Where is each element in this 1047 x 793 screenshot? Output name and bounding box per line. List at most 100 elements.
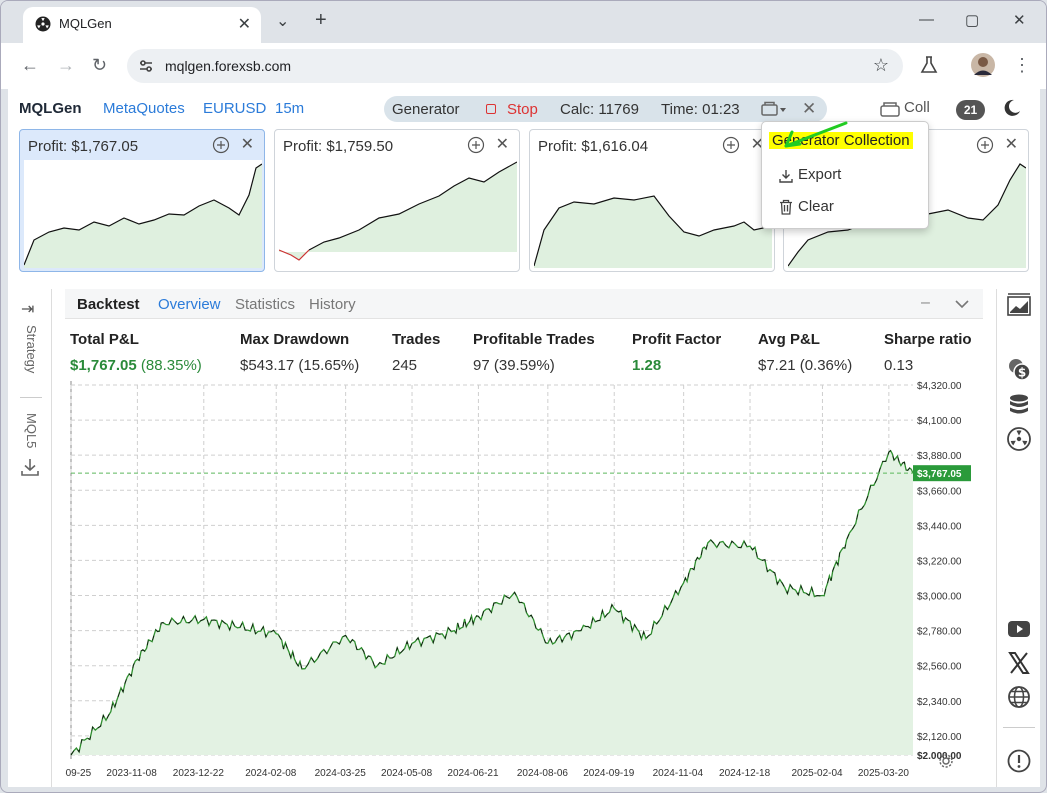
browser-menu-icon[interactable]: ⋮ bbox=[1013, 55, 1031, 75]
card-equity-chart bbox=[24, 160, 262, 268]
symbol-link[interactable]: EURUSD bbox=[203, 100, 267, 117]
rail-divider bbox=[20, 397, 42, 398]
stat-value-total-pl: $1,767.05 (88.35%) bbox=[70, 357, 202, 374]
stats-row: Total P&L $1,767.05 (88.35%) Max Drawdow… bbox=[8, 331, 988, 381]
chart-settings-gear-icon[interactable] bbox=[938, 753, 954, 769]
clear-menu-item[interactable]: Clear bbox=[762, 194, 928, 222]
maximize-icon[interactable]: ▢ bbox=[965, 12, 980, 29]
remove-card-icon[interactable]: ✕ bbox=[495, 136, 509, 153]
y-tick-label: $3,000.00 bbox=[917, 592, 962, 603]
panel-title: Backtest bbox=[77, 296, 140, 313]
new-tab-button[interactable]: + bbox=[315, 9, 327, 31]
add-to-collection-icon[interactable] bbox=[722, 136, 740, 154]
x-tick-label: 2024-12-18 bbox=[719, 768, 771, 779]
stat-value-trades: 245 bbox=[392, 357, 418, 374]
stop-button[interactable]: Stop bbox=[507, 101, 538, 118]
add-to-collection-icon[interactable] bbox=[212, 136, 230, 154]
y-tick-label: $3,660.00 bbox=[917, 486, 962, 497]
stat-value-max-drawdown: $543.17 (15.65%) bbox=[240, 357, 360, 374]
back-icon[interactable]: ← bbox=[21, 55, 39, 75]
remove-card-icon[interactable]: ✕ bbox=[750, 136, 764, 153]
calc-counter: Calc: 11769 bbox=[560, 101, 639, 118]
collection-icon[interactable] bbox=[880, 101, 900, 117]
export-menu-item[interactable]: Export bbox=[762, 162, 928, 190]
download-mql5-icon[interactable] bbox=[20, 457, 40, 477]
card-profit: Profit: $1,767.05 bbox=[28, 138, 139, 155]
dark-mode-icon[interactable] bbox=[1003, 99, 1021, 117]
y-tick-label: $2,560.00 bbox=[917, 662, 962, 673]
y-tick-label: $2.000.00 bbox=[917, 751, 962, 762]
y-tick-label: $4,100.00 bbox=[917, 416, 962, 427]
minimize-panel-icon[interactable]: – bbox=[921, 294, 930, 311]
bookmark-star-icon[interactable]: ☆ bbox=[872, 55, 889, 75]
card-profit: Profit: $1,759.50 bbox=[283, 138, 394, 155]
collection-dropdown-icon[interactable] bbox=[760, 100, 790, 118]
forward-icon[interactable]: → bbox=[57, 55, 75, 75]
generator-icon[interactable] bbox=[1007, 427, 1031, 451]
remove-card-icon[interactable]: ✕ bbox=[240, 136, 254, 153]
info-alert-icon[interactable] bbox=[1007, 749, 1031, 773]
x-tick-label: 2023-09-25 bbox=[65, 768, 92, 779]
site-info-icon[interactable] bbox=[137, 57, 155, 75]
app-brand: MQLGen bbox=[19, 100, 82, 117]
x-twitter-icon[interactable] bbox=[1007, 651, 1031, 675]
expand-strategy-icon[interactable]: ⇥ bbox=[21, 301, 35, 318]
timeframe-link[interactable]: 15m bbox=[275, 100, 305, 117]
tab-title: MQLGen bbox=[59, 16, 112, 31]
dropdown-header: Generator Collection bbox=[769, 132, 913, 149]
rail-divider bbox=[1003, 727, 1035, 728]
collection-label[interactable]: Coll bbox=[904, 99, 930, 116]
money-icon[interactable]: $ bbox=[1007, 357, 1031, 381]
tab-overview[interactable]: Overview bbox=[158, 296, 221, 313]
remove-card-icon[interactable]: ✕ bbox=[1004, 136, 1018, 153]
app-header: MQLGen MetaQuotes EURUSD 15m Generator S… bbox=[8, 89, 1040, 127]
elapsed-time: Time: 01:23 bbox=[661, 101, 740, 118]
minimize-icon[interactable]: — bbox=[919, 11, 934, 28]
stop-icon[interactable] bbox=[486, 104, 496, 114]
strategy-card[interactable]: Profit: $1,616.04 ✕ bbox=[529, 129, 775, 272]
mqlgen-favicon-icon bbox=[35, 16, 51, 32]
y-tick-label: $2,780.00 bbox=[917, 627, 962, 638]
generator-bar: Generator Stop Calc: 11769 Time: 01:23 ✕ bbox=[384, 96, 827, 122]
strategy-card[interactable]: Profit: $1,759.50 ✕ bbox=[274, 129, 520, 272]
browser-toolbar: ← → ↻ mqlgen.forexsb.com ☆ ⋮ bbox=[1, 43, 1046, 89]
youtube-icon[interactable] bbox=[1007, 619, 1031, 639]
x-tick-label: 2025-02-04 bbox=[791, 768, 843, 779]
export-label: Export bbox=[798, 166, 842, 183]
x-tick-label: 2023-12-22 bbox=[173, 768, 225, 779]
x-tick-label: 2024-05-08 bbox=[381, 768, 433, 779]
window-close-icon[interactable]: ✕ bbox=[1013, 12, 1026, 29]
close-generator-icon[interactable]: ✕ bbox=[802, 99, 817, 118]
mql5-tab[interactable]: MQL5 bbox=[24, 413, 39, 449]
broker-link[interactable]: MetaQuotes bbox=[103, 100, 185, 117]
equity-chart-icon[interactable] bbox=[1007, 293, 1031, 317]
reload-icon[interactable]: ↻ bbox=[92, 55, 108, 75]
url-text: mqlgen.forexsb.com bbox=[165, 58, 292, 74]
x-tick-label: 2024-02-08 bbox=[245, 768, 297, 779]
browser-tab[interactable]: MQLGen ✕ bbox=[23, 7, 261, 43]
profile-avatar[interactable] bbox=[971, 53, 995, 77]
database-icon[interactable] bbox=[1007, 393, 1031, 417]
add-to-collection-icon[interactable] bbox=[976, 136, 994, 154]
strategy-card[interactable]: Profit: $1,767.05 ✕ bbox=[19, 129, 265, 272]
svg-text:$: $ bbox=[1018, 366, 1026, 380]
stat-value-avg-pl: $7.21 (0.36%) bbox=[758, 357, 853, 374]
tab-history[interactable]: History bbox=[309, 296, 356, 313]
clear-label: Clear bbox=[798, 198, 834, 215]
x-tick-label: 2024-03-25 bbox=[315, 768, 367, 779]
right-rail: $ bbox=[996, 289, 1040, 787]
y-tick-label: $3,440.00 bbox=[917, 521, 962, 532]
equity-chart[interactable]: $4,320.00 $4,100.00 $3,880.00 $3,660.00 $3,4… bbox=[65, 381, 983, 781]
flask-icon[interactable] bbox=[919, 55, 939, 75]
collapse-panel-icon[interactable] bbox=[955, 299, 969, 309]
equity-area bbox=[71, 450, 913, 755]
address-bar[interactable]: mqlgen.forexsb.com ☆ bbox=[127, 49, 903, 83]
globe-icon[interactable] bbox=[1007, 685, 1031, 709]
add-to-collection-icon[interactable] bbox=[467, 136, 485, 154]
tab-search-icon[interactable]: ⌄ bbox=[276, 13, 290, 30]
close-tab-icon[interactable]: ✕ bbox=[237, 16, 251, 33]
x-tick-label: 2024-06-21 bbox=[447, 768, 499, 779]
tab-statistics[interactable]: Statistics bbox=[235, 296, 296, 313]
y-tick-label: $2,120.00 bbox=[917, 732, 962, 743]
